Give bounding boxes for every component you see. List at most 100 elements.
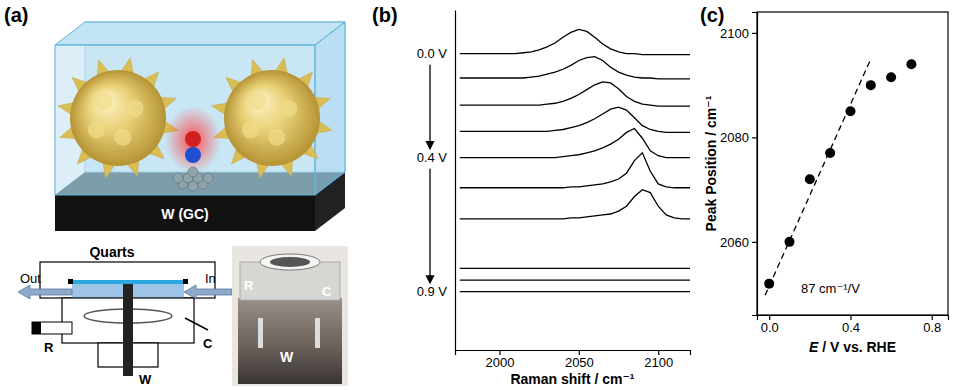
photo-slot bbox=[315, 318, 320, 348]
spectrum-line bbox=[460, 153, 690, 188]
data-point bbox=[764, 279, 774, 289]
y-tick: 2080 bbox=[720, 130, 757, 145]
nanostar-bump bbox=[280, 100, 297, 117]
panel-spectra: 2000 2050 2100 (b) Raman shift / cm⁻¹ 0.0 V 0.… bbox=[372, 4, 691, 387]
panel-scatter: 0.0 0.4 0.8 2060 2080 2100(c) E / V vs. RHE Pea… bbox=[700, 4, 949, 355]
axis-title: E / V vs. RHE bbox=[809, 339, 896, 355]
plot-marks bbox=[764, 59, 916, 295]
flow-label: In bbox=[205, 271, 216, 286]
potential-label: 0.4 V bbox=[417, 150, 448, 165]
quartz-window bbox=[72, 280, 184, 284]
nanostar-core bbox=[70, 70, 166, 166]
nanostar-bump bbox=[242, 121, 259, 138]
x-tick: 2000 bbox=[485, 350, 514, 370]
data-point bbox=[805, 174, 815, 184]
potential-label: 0.0 V bbox=[417, 46, 448, 61]
y-axis: 2060 2080 2100 bbox=[720, 13, 757, 316]
tick-label: 2060 bbox=[720, 235, 749, 250]
y-tick: 2100 bbox=[720, 26, 757, 41]
spectrum-line bbox=[460, 279, 690, 280]
tick-mark bbox=[752, 33, 757, 34]
nanostar bbox=[58, 58, 178, 178]
working-electrode bbox=[123, 284, 133, 376]
nanostar-core bbox=[224, 70, 320, 166]
tick-mark bbox=[752, 242, 757, 243]
flow-arrow bbox=[184, 285, 232, 299]
cell-photo: R C W bbox=[232, 246, 348, 386]
outline bbox=[185, 318, 208, 330]
spectrum-line bbox=[460, 82, 690, 106]
electrode bbox=[55, 195, 315, 231]
spectrum-line bbox=[460, 268, 690, 269]
electrode-letter: C bbox=[203, 336, 213, 351]
slope-annotation: 87 cm⁻¹/V bbox=[801, 281, 860, 296]
oxygen-atom bbox=[185, 131, 201, 147]
flow-arrow bbox=[18, 285, 72, 299]
metal-atom bbox=[203, 173, 213, 183]
panel-label: (b) bbox=[372, 4, 398, 26]
y-axis bbox=[455, 11, 456, 351]
nitrogen-atom bbox=[185, 147, 201, 163]
photo-body bbox=[238, 298, 342, 384]
x-tick: 0.4 bbox=[842, 315, 860, 335]
cell-schematic: QuartsOutInRCW bbox=[18, 244, 232, 387]
axis-line bbox=[752, 13, 758, 316]
tick-label: 2080 bbox=[720, 130, 749, 145]
fit-line bbox=[765, 59, 871, 295]
nanostar-bump bbox=[95, 93, 112, 110]
potential-label: 0.9 V bbox=[417, 284, 448, 299]
x-axis: 2000 2050 2100 bbox=[456, 350, 691, 370]
nanostar-bump bbox=[268, 129, 285, 146]
nanostar-bump bbox=[126, 100, 143, 117]
tick-label: 0.8 bbox=[923, 320, 941, 335]
data-point bbox=[785, 237, 795, 247]
tick-label: 0.4 bbox=[842, 320, 860, 335]
electrode-letter: C bbox=[322, 284, 332, 299]
axis-title: Raman shift / cm⁻¹ bbox=[510, 371, 634, 387]
spectrum-line bbox=[460, 107, 690, 132]
box-side bbox=[315, 22, 345, 195]
tick-mark bbox=[752, 137, 757, 138]
seal bbox=[183, 279, 188, 284]
raman-glow bbox=[165, 106, 221, 174]
plot-frame bbox=[757, 12, 948, 315]
metal-atom bbox=[173, 173, 183, 183]
spectrum-line bbox=[460, 129, 690, 158]
nanostar-bump bbox=[88, 121, 105, 138]
x-tick: 2050 bbox=[565, 350, 594, 370]
photo-background bbox=[232, 246, 348, 386]
electrode-letter: W bbox=[280, 349, 294, 365]
tick-label: 2000 bbox=[485, 355, 514, 370]
reference-electrode bbox=[32, 322, 72, 334]
photo-window bbox=[260, 254, 320, 270]
panel-a: (a)W (GC)QuartsOutInRCWRCW bbox=[4, 4, 348, 387]
axis-line bbox=[455, 11, 456, 351]
panel-label: (a) bbox=[4, 4, 28, 26]
photo-slot bbox=[258, 318, 263, 348]
spectrum-line bbox=[460, 57, 690, 79]
box-top bbox=[55, 22, 345, 45]
spectrum-line bbox=[460, 291, 690, 292]
metal-atom bbox=[188, 167, 198, 177]
electrode-letter: R bbox=[244, 278, 254, 293]
reference-cap bbox=[32, 322, 41, 334]
y-tick: 2060 bbox=[720, 235, 757, 250]
panel-label: (c) bbox=[700, 4, 724, 26]
spectrum-line bbox=[460, 190, 690, 219]
x-tick: 0.0 bbox=[761, 315, 779, 335]
tick-label: 2100 bbox=[644, 355, 673, 370]
electrode-label: W (GC) bbox=[161, 206, 208, 222]
nanostar-bump bbox=[249, 93, 266, 110]
electrode-letter: R bbox=[44, 340, 54, 355]
spectrum-line bbox=[460, 29, 690, 54]
x-tick: 0.8 bbox=[923, 315, 941, 335]
axis-title: Peak Position / cm⁻¹ bbox=[703, 95, 719, 231]
seal bbox=[68, 279, 73, 284]
cell-title: Quarts bbox=[89, 244, 134, 260]
tick-label: 2050 bbox=[565, 355, 594, 370]
x-axis: 0.0 0.4 0.8 bbox=[758, 315, 949, 335]
data-point bbox=[906, 59, 916, 69]
sequence-arrow bbox=[429, 169, 430, 280]
x-tick: 2100 bbox=[644, 350, 673, 370]
sequence-arrow bbox=[429, 65, 430, 146]
